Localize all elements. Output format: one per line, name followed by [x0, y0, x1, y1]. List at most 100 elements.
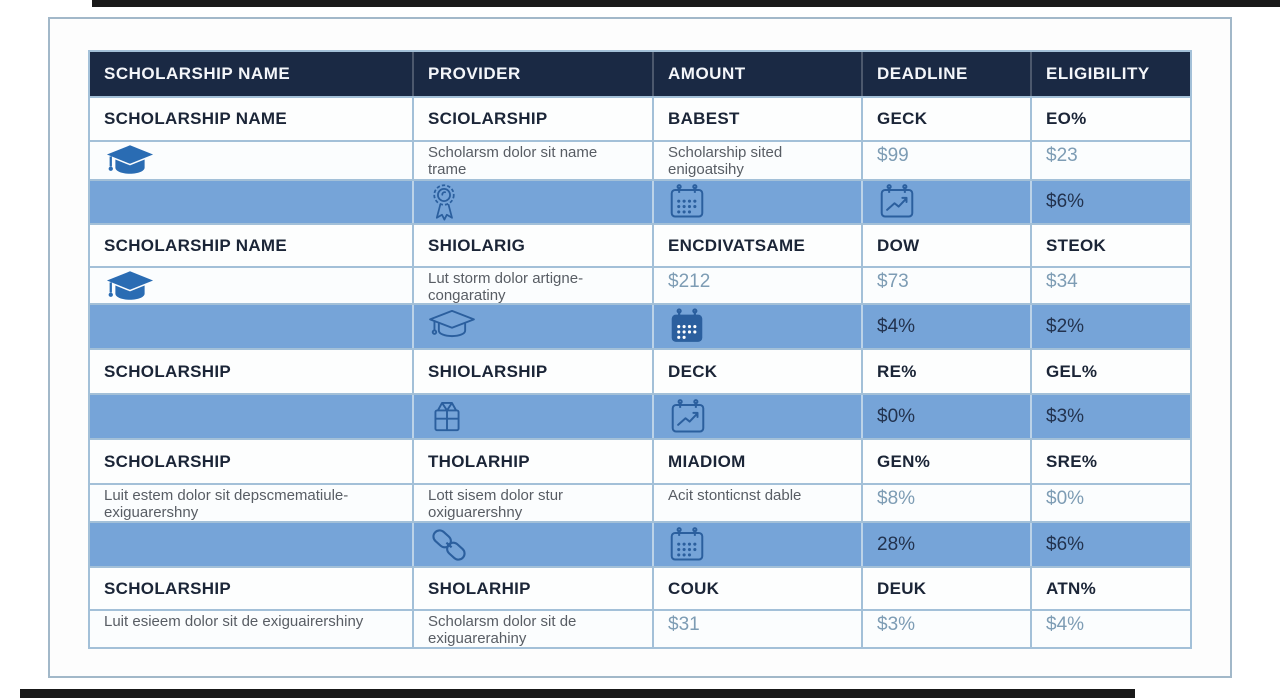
- cell-label: SCIOLARSHIP: [428, 109, 548, 128]
- table-cell: [414, 523, 654, 566]
- column-header-scholarship-name: SCHOLARSHIP NAME: [90, 52, 414, 96]
- cell-label: ATN%: [1046, 578, 1096, 598]
- cell-text: Lott sisem dolor stur oxiguarershny: [428, 487, 564, 521]
- table-cell: SCHOLARSHIP NAME: [90, 98, 414, 140]
- table-cell: MIADIOM: [654, 440, 863, 483]
- cell-value: $34: [1046, 271, 1078, 292]
- table-cell: SHIOLARSHIP: [414, 350, 654, 393]
- cell-label: SHIOLARSHIP: [428, 361, 548, 381]
- cell-label: DECK: [668, 361, 718, 381]
- column-header-label: AMOUNT: [668, 64, 746, 83]
- cell-text: Scholarsm dolor sit name trame: [428, 144, 598, 178]
- bottom-letterbox-bar: [20, 689, 1135, 698]
- award-box-icon: [428, 396, 466, 438]
- table-cell: Acit stonticnst dable: [654, 485, 863, 521]
- table-cell: [654, 305, 863, 348]
- column-header-deadline: DEADLINE: [863, 52, 1032, 96]
- table-cell: $3%: [1032, 395, 1190, 438]
- cell-value: $0%: [1046, 488, 1085, 509]
- cell-text: Lut storm dolor artigne- congaratiny: [428, 270, 584, 303]
- table-cell: BABEST: [654, 98, 863, 140]
- table-cell: RE%: [863, 350, 1032, 393]
- table-row: SCHOLARSHIP SHOLARHIP COUK DEUK ATN%: [90, 568, 1190, 611]
- graduation-cap-outline-icon: [428, 308, 476, 346]
- table-cell: [90, 268, 414, 303]
- cell-value: $0%: [877, 405, 916, 427]
- table-row: SCHOLARSHIP THOLARHIP MIADIOM GEN% SRE%: [90, 440, 1190, 485]
- table-row: Luit estem dolor sit depscmematiule- exi…: [90, 485, 1190, 523]
- table-row: Scholarsm dolor sit name trame Scholarshi…: [90, 142, 1190, 181]
- calendar-chart-icon: [877, 183, 917, 221]
- graduation-cap-solid-icon: [104, 269, 156, 303]
- table-cell: ATN%: [1032, 568, 1190, 609]
- cell-label: GEL%: [1046, 361, 1098, 381]
- table-cell: $31: [654, 611, 863, 647]
- table-cell: DOW: [863, 225, 1032, 266]
- table-cell: GEL%: [1032, 350, 1190, 393]
- table-row: $4% $2%: [90, 305, 1190, 350]
- column-header-provider: PROVIDER: [414, 52, 654, 96]
- award-medal-icon: [428, 181, 460, 223]
- cell-value: $99: [877, 145, 909, 166]
- table-cell: $6%: [1032, 181, 1190, 223]
- table-cell: SCIOLARSHIP: [414, 98, 654, 140]
- table-cell: [414, 395, 654, 438]
- top-letterbox-bar: [92, 0, 1280, 7]
- table-cell: [90, 142, 414, 179]
- table-cell: SCHOLARSHIP: [90, 568, 414, 609]
- table-row: SCHOLARSHIP SHIOLARSHIP DECK RE% GEL%: [90, 350, 1190, 395]
- table-cell: THOLARHIP: [414, 440, 654, 483]
- cell-label: COUK: [668, 578, 720, 598]
- cell-value: $6%: [1046, 533, 1085, 555]
- table-cell: $34: [1032, 268, 1190, 303]
- table-cell: [414, 181, 654, 223]
- cell-label: SHOLARHIP: [428, 578, 531, 598]
- cell-label: MIADIOM: [668, 451, 746, 471]
- chain-links-icon: [428, 524, 470, 566]
- table-cell-empty: [90, 181, 414, 223]
- table-cell: $0%: [863, 395, 1032, 438]
- table-cell: SHIOLARIG: [414, 225, 654, 266]
- table-cell: [654, 523, 863, 566]
- table-body: SCHOLARSHIP NAME SCIOLARSHIP BABEST GECK EO%…: [90, 98, 1190, 647]
- column-header-label: PROVIDER: [428, 64, 521, 83]
- cell-label: BABEST: [668, 109, 740, 128]
- table-cell: $73: [863, 268, 1032, 303]
- table-cell: DEUK: [863, 568, 1032, 609]
- table-cell: $6%: [1032, 523, 1190, 566]
- cell-value: $4%: [877, 315, 916, 337]
- cell-text: Acit stonticnst dable: [668, 487, 802, 504]
- table-cell: Scholarsm dolor sit name trame: [414, 142, 654, 179]
- table-cell: $23: [1032, 142, 1190, 179]
- calendar-icon: [668, 183, 706, 221]
- column-header-amount: AMOUNT: [654, 52, 863, 96]
- cell-value: $8%: [877, 488, 916, 509]
- cell-label: GECK: [877, 109, 928, 128]
- table-cell: Scholarsm dolor sit de exiguarerahiny: [414, 611, 654, 647]
- table-cell: [654, 395, 863, 438]
- table-row: Luit esieem dolor sit de exiguairershiny…: [90, 611, 1190, 647]
- table-cell: $3%: [863, 611, 1032, 647]
- cell-label: SCHOLARSHIP NAME: [104, 235, 288, 255]
- column-header-eligibility: ELIGIBILITY: [1032, 52, 1190, 96]
- cell-value: $23: [1046, 145, 1078, 166]
- table-cell: Lott sisem dolor stur oxiguarershny: [414, 485, 654, 521]
- cell-value: $4%: [1046, 614, 1085, 635]
- cell-label: SCHOLARSHIP: [104, 578, 232, 598]
- table-row: 28% $6%: [90, 523, 1190, 568]
- cell-value: $3%: [1046, 405, 1085, 427]
- cell-value: $73: [877, 271, 909, 292]
- table-header-row: SCHOLARSHIP NAME PROVIDER AMOUNT DEADLINE EL…: [90, 52, 1190, 98]
- cell-label: SCHOLARSHIP: [104, 361, 232, 381]
- table-cell: $4%: [863, 305, 1032, 348]
- calendar-icon: [668, 526, 706, 564]
- table-cell: SRE%: [1032, 440, 1190, 483]
- cell-value: $2%: [1046, 315, 1085, 337]
- graduation-cap-solid-icon: [104, 143, 156, 179]
- scholarship-comparison-table: SCHOLARSHIP NAME PROVIDER AMOUNT DEADLINE EL…: [88, 50, 1192, 649]
- table-cell: Lut storm dolor artigne- congaratiny: [414, 268, 654, 303]
- cell-text: Scholarship sited enigoatsihy: [668, 144, 783, 178]
- calendar-chart-icon: [668, 398, 708, 436]
- cell-label: RE%: [877, 361, 917, 381]
- table-row: Lut storm dolor artigne- congaratiny $212…: [90, 268, 1190, 305]
